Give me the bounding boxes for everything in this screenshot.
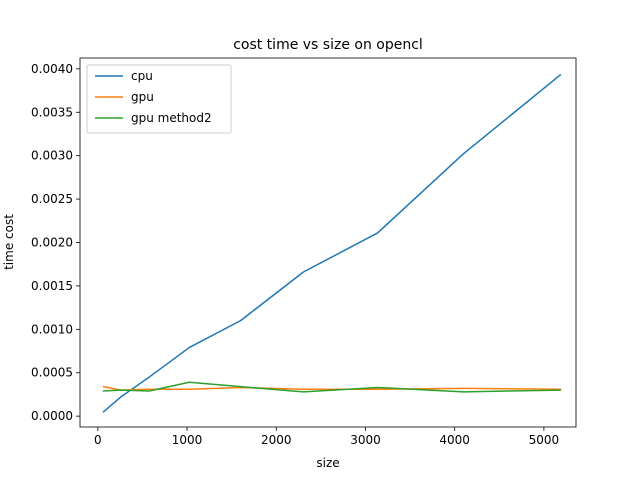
y-tick-label: 0.0010 [31,322,73,336]
legend-label: gpu method2 [131,111,212,125]
y-axis-label: time cost [2,214,16,270]
y-axis-ticks: 0.0000 0.0005 0.0010 0.0015 0.0020 0.0025 0.00… [31,62,80,423]
x-tick-label: 5000 [529,433,560,447]
x-tick-label: 3000 [350,433,381,447]
y-tick-label: 0.0020 [31,236,73,250]
x-tick-label: 2000 [261,433,292,447]
x-tick-label: 0 [94,433,102,447]
y-tick-label: 0.0000 [31,409,73,423]
y-tick-label: 0.0035 [31,105,73,119]
series-layer [102,73,562,413]
y-tick-label: 0.0025 [31,192,73,206]
legend-label: cpu [131,69,153,83]
y-tick-label: 0.0015 [31,279,73,293]
legend-label: gpu [131,90,154,104]
x-axis-ticks: 0 1000 2000 3000 4000 5000 [94,427,559,447]
y-tick-label: 0.0030 [31,149,73,163]
chart-title: cost time vs size on opencl [233,37,423,53]
x-tick-label: 4000 [439,433,470,447]
x-tick-label: 1000 [172,433,203,447]
x-axis-label: size [316,456,339,470]
y-tick-label: 0.0005 [31,366,73,380]
legend-box [86,64,232,134]
series-line-gpu-method2 [102,381,562,393]
y-tick-label: 0.0040 [31,62,73,76]
legend: cpu gpu gpu method2 [86,64,232,134]
